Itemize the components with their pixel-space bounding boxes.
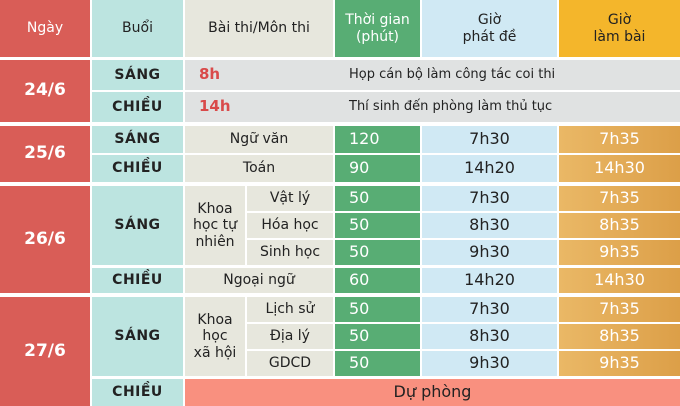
reserve-cell: Dự phòng [185, 379, 680, 406]
header-subject: Bài thi/Môn thi [185, 0, 333, 57]
subject-cell: Toán [185, 155, 333, 182]
subject-cell: Lịch sử [247, 297, 333, 322]
session-afternoon: CHIỀU [92, 92, 183, 122]
session-afternoon: CHIỀU [92, 268, 183, 293]
day-24-6: 24/6 [0, 60, 90, 122]
header-duration-line1: Thời gian [345, 12, 410, 29]
duration-cell: 90 [335, 155, 420, 182]
start-cell: 7h35 [559, 297, 680, 322]
hand-out-cell: 7h30 [422, 126, 557, 153]
header-start: Giờ làm bài [559, 0, 680, 57]
day-26-6: 26/6 [0, 186, 90, 293]
subject-cell: Địa lý [247, 324, 333, 349]
duration-cell: 50 [335, 297, 420, 322]
note-time: 8h [199, 65, 221, 84]
note-text: Họp cán bộ làm công tác coi thi [349, 66, 556, 82]
start-cell: 8h35 [559, 213, 680, 238]
duration-cell: 50 [335, 351, 420, 376]
header-duration-line2: (phút) [355, 28, 400, 45]
start-cell: 14h30 [559, 155, 680, 182]
session-morning: SÁNG [92, 60, 183, 90]
session-morning: SÁNG [92, 297, 183, 376]
subject-cell: Sinh học [247, 240, 333, 265]
start-cell: 7h35 [559, 186, 680, 211]
start-cell: 9h35 [559, 240, 680, 265]
hand-out-cell: 9h30 [422, 351, 557, 376]
duration-cell: 50 [335, 240, 420, 265]
session-afternoon: CHIỀU [92, 379, 183, 406]
subject-cell: Ngữ văn [185, 126, 333, 153]
duration-cell: 60 [335, 268, 420, 293]
hand-out-cell: 9h30 [422, 240, 557, 265]
start-cell: 7h35 [559, 126, 680, 153]
subject-cell: Hóa học [247, 213, 333, 238]
duration-cell: 50 [335, 324, 420, 349]
header-day: Ngày [0, 0, 90, 57]
note-text: Thí sinh đến phòng làm thủ tục [349, 98, 553, 114]
session-morning: SÁNG [92, 126, 183, 153]
header-start-line2: làm bài [593, 28, 646, 45]
subject-group: Khoa học xã hội [185, 297, 245, 376]
subject-cell: Vật lý [247, 186, 333, 211]
header-start-line1: Giờ [607, 12, 632, 29]
header-hand-out-line1: Giờ [477, 12, 502, 29]
note-row: 8h Họp cán bộ làm công tác coi thi [185, 60, 680, 90]
note-time: 14h [199, 97, 231, 116]
header-hand-out: Giờ phát đề [422, 0, 557, 57]
start-cell: 9h35 [559, 351, 680, 376]
duration-cell: 120 [335, 126, 420, 153]
subject-cell: Ngoại ngữ [185, 268, 333, 293]
hand-out-cell: 7h30 [422, 297, 557, 322]
start-cell: 14h30 [559, 268, 680, 293]
header-duration: Thời gian (phút) [335, 0, 420, 57]
hand-out-cell: 8h30 [422, 324, 557, 349]
header-session: Buổi [92, 0, 183, 57]
start-cell: 8h35 [559, 324, 680, 349]
hand-out-cell: 8h30 [422, 213, 557, 238]
day-27-6: 27/6 [0, 297, 90, 406]
session-morning: SÁNG [92, 186, 183, 265]
hand-out-cell: 14h20 [422, 155, 557, 182]
note-row: 14h Thí sinh đến phòng làm thủ tục [185, 92, 680, 122]
subject-group: Khoa học tự nhiên [185, 186, 245, 265]
day-25-6: 25/6 [0, 126, 90, 182]
header-hand-out-line2: phát đề [462, 28, 517, 45]
duration-cell: 50 [335, 186, 420, 211]
subject-cell: GDCD [247, 351, 333, 376]
hand-out-cell: 14h20 [422, 268, 557, 293]
hand-out-cell: 7h30 [422, 186, 557, 211]
session-afternoon: CHIỀU [92, 155, 183, 182]
duration-cell: 50 [335, 213, 420, 238]
